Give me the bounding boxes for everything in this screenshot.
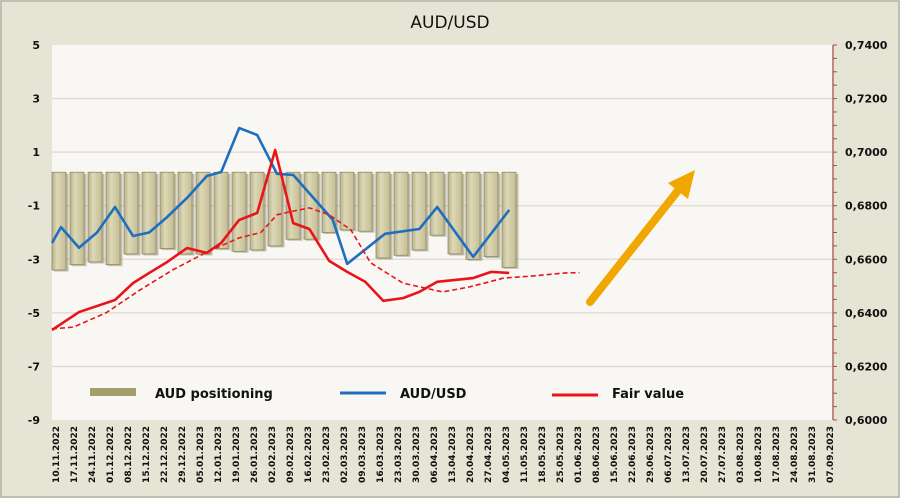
- bar-aud-positioning: [87, 171, 103, 263]
- x-tick-label: 29.12.2022: [178, 426, 188, 483]
- x-tick-label: 02.02.2023: [268, 426, 278, 483]
- bar-aud-positioning: [123, 171, 139, 255]
- x-tick-label: 16.02.2023: [304, 426, 314, 483]
- left-tick-label: -3: [28, 253, 40, 266]
- x-tick-label: 27.04.2023: [484, 426, 494, 483]
- bar-aud-positioning: [411, 171, 427, 251]
- line-fair-value-trend: [51, 207, 580, 330]
- chart-title: AUD/USD: [410, 13, 489, 33]
- legend: AUD positioning AUD/USD Fair value: [90, 387, 684, 402]
- x-tick-label: 06.04.2023: [430, 426, 440, 483]
- right-tick-label: 0,6600: [845, 253, 888, 266]
- x-tick-label: 10.11.2022: [52, 426, 62, 483]
- legend-label-aud-positioning: AUD positioning: [155, 387, 273, 402]
- x-tick-label: 09.03.2023: [358, 426, 368, 483]
- left-tick-label: -7: [28, 360, 40, 373]
- bar-aud-positioning: [231, 171, 247, 252]
- bar-aud-positioning: [339, 171, 355, 231]
- trend-arrow: [586, 170, 695, 306]
- right-tick-label: 0,7400: [845, 39, 888, 52]
- x-tick-label: 07.09.2023: [826, 426, 836, 483]
- right-tick-label: 0,6000: [845, 414, 888, 427]
- left-tick-label: -9: [28, 414, 40, 427]
- x-tick-label: 05.01.2023: [196, 426, 206, 483]
- x-tick-label: 27.07.2023: [718, 426, 728, 483]
- x-tick-label: 11.05.2023: [520, 426, 530, 483]
- x-tick-label: 08.06.2023: [592, 426, 602, 483]
- bar-aud-positioning: [141, 171, 157, 255]
- bar-aud-positioning: [177, 171, 193, 255]
- x-tick-label: 13.04.2023: [448, 426, 458, 483]
- x-tick-label: 25.05.2023: [556, 426, 566, 483]
- bar-aud-positioning: [51, 171, 67, 271]
- x-tick-label: 01.06.2023: [574, 426, 584, 483]
- x-tick-label: 24.08.2023: [790, 426, 800, 483]
- right-tick-label: 0,7200: [845, 93, 888, 106]
- bar-aud-positioning: [267, 171, 283, 247]
- x-tick-label: 20.04.2023: [466, 426, 476, 483]
- left-tick-label: -1: [28, 200, 40, 213]
- x-tick-label: 24.11.2022: [88, 426, 98, 483]
- x-tick-label: 12.01.2023: [214, 426, 224, 483]
- x-tick-label: 20.07.2023: [700, 426, 710, 483]
- bar-aud-positioning: [483, 171, 499, 258]
- bar-aud-positioning: [393, 171, 409, 256]
- x-tick-label: 08.12.2022: [124, 426, 134, 483]
- x-tick-label: 13.07.2023: [682, 426, 692, 483]
- right-tick-label: 0,6200: [845, 360, 888, 373]
- x-tick-label: 09.02.2023: [286, 426, 296, 483]
- x-tick-label: 19.01.2023: [232, 426, 242, 483]
- x-tick-label: 10.08.2023: [754, 426, 764, 483]
- right-tick-label: 0,6800: [845, 200, 888, 213]
- x-tick-label: 16.03.2023: [376, 426, 386, 483]
- bar-aud-positioning: [285, 171, 301, 240]
- x-tick-label: 17.11.2022: [70, 426, 80, 483]
- x-tick-label: 17.08.2023: [772, 426, 782, 483]
- x-tick-label: 15.12.2022: [142, 426, 152, 483]
- left-tick-label: 3: [32, 93, 40, 106]
- x-tick-label: 01.12.2022: [106, 426, 116, 483]
- x-tick-label: 23.03.2023: [394, 426, 404, 483]
- x-tick-label: 31.08.2023: [808, 426, 818, 483]
- bar-aud-positioning: [429, 171, 445, 236]
- x-tick-label: 04.05.2023: [502, 426, 512, 483]
- x-tick-label: 15.06.2023: [610, 426, 620, 483]
- x-tick-label: 26.01.2023: [250, 426, 260, 483]
- left-tick-label: 5: [32, 39, 40, 52]
- bar-aud-positioning: [159, 171, 175, 249]
- legend-label-fair-value: Fair value: [612, 387, 684, 402]
- bar-aud-positioning: [357, 171, 373, 232]
- right-tick-label: 0,6400: [845, 307, 888, 320]
- left-tick-label: -5: [28, 307, 40, 320]
- x-tick-label: 22.06.2023: [628, 426, 638, 483]
- bar-aud-positioning: [465, 171, 481, 260]
- legend-label-audusd: AUD/USD: [400, 387, 467, 402]
- x-tick-label: 06.07.2023: [664, 426, 674, 483]
- legend-swatch-aud-positioning: [90, 388, 136, 396]
- x-tick-label: 03.08.2023: [736, 426, 746, 483]
- x-tick-label: 30.03.2023: [412, 426, 422, 483]
- line-fair-value: [51, 148, 510, 332]
- x-tick-label: 02.03.2023: [340, 426, 350, 483]
- x-tick-label: 18.05.2023: [538, 426, 548, 483]
- line-aud-usd: [50, 126, 511, 266]
- right-tick-label: 0,7000: [845, 146, 888, 159]
- bar-aud-positioning: [303, 171, 319, 240]
- bar-aud-positioning: [501, 171, 517, 268]
- x-tick-label: 23.02.2023: [322, 426, 332, 483]
- x-tick-label: 29.06.2023: [646, 426, 656, 483]
- bar-aud-positioning: [69, 171, 85, 266]
- left-tick-label: 1: [32, 146, 40, 159]
- bar-aud-positioning: [447, 171, 463, 255]
- x-tick-label: 22.12.2022: [160, 426, 170, 483]
- bar-aud-positioning: [375, 171, 391, 259]
